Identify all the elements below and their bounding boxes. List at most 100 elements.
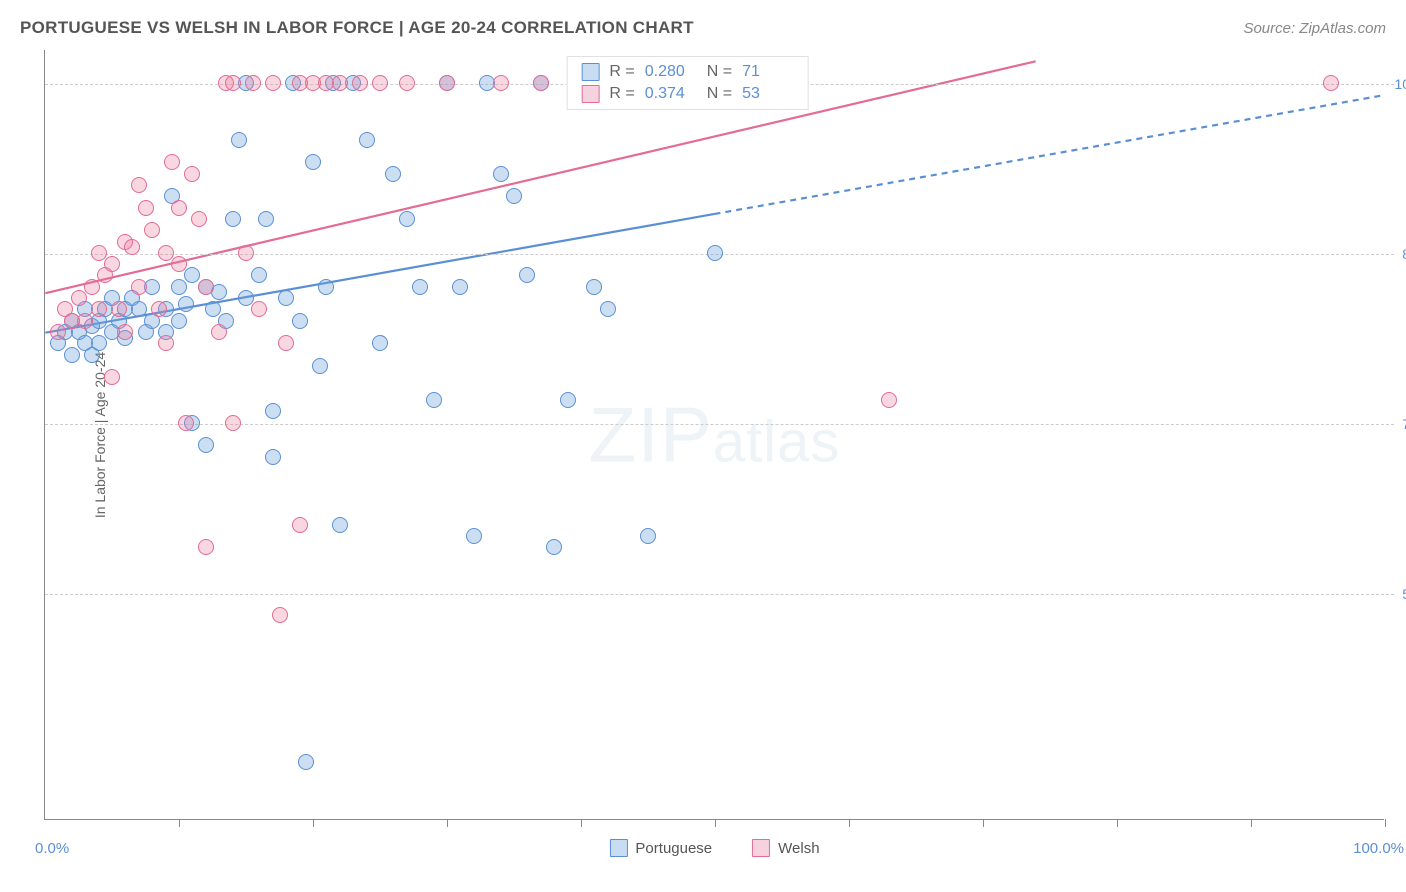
scatter-point xyxy=(359,132,375,148)
scatter-point xyxy=(251,301,267,317)
scatter-point xyxy=(600,301,616,317)
y-tick-label: 85.0% xyxy=(1402,246,1406,262)
stats-legend: R = 0.280 N = 71 R = 0.374 N = 53 xyxy=(566,56,809,110)
swatch-welsh xyxy=(752,839,770,857)
scatter-point xyxy=(191,211,207,227)
n-label: N = xyxy=(707,85,732,103)
scatter-point xyxy=(131,177,147,193)
scatter-point xyxy=(372,75,388,91)
swatch-portuguese xyxy=(581,63,599,81)
scatter-point xyxy=(1323,75,1339,91)
scatter-point xyxy=(91,245,107,261)
scatter-point xyxy=(50,324,66,340)
scatter-point xyxy=(533,75,549,91)
x-tick xyxy=(447,819,448,827)
scatter-point xyxy=(171,313,187,329)
scatter-point xyxy=(238,290,254,306)
scatter-point xyxy=(225,211,241,227)
scatter-point xyxy=(352,75,368,91)
scatter-point xyxy=(399,75,415,91)
scatter-point xyxy=(881,392,897,408)
scatter-point xyxy=(372,335,388,351)
scatter-point xyxy=(251,267,267,283)
scatter-point xyxy=(265,403,281,419)
scatter-point xyxy=(238,245,254,261)
scatter-point xyxy=(231,132,247,148)
x-tick xyxy=(983,819,984,827)
scatter-point xyxy=(292,517,308,533)
legend-item-portuguese: Portuguese xyxy=(609,839,712,857)
x-tick xyxy=(179,819,180,827)
x-tick xyxy=(313,819,314,827)
scatter-point xyxy=(171,200,187,216)
x-tick xyxy=(1251,819,1252,827)
scatter-point xyxy=(124,239,140,255)
swatch-welsh xyxy=(581,85,599,103)
scatter-point xyxy=(164,154,180,170)
source-attribution: Source: ZipAtlas.com xyxy=(1243,20,1386,37)
scatter-point xyxy=(178,415,194,431)
scatter-point xyxy=(77,313,93,329)
scatter-point xyxy=(178,296,194,312)
scatter-point xyxy=(158,245,174,261)
scatter-point xyxy=(131,279,147,295)
scatter-point xyxy=(519,267,535,283)
x-tick xyxy=(849,819,850,827)
scatter-point xyxy=(91,335,107,351)
scatter-point xyxy=(707,245,723,261)
scatter-point xyxy=(225,75,241,91)
legend-item-welsh: Welsh xyxy=(752,839,819,857)
scatter-point xyxy=(506,188,522,204)
scatter-point xyxy=(198,279,214,295)
scatter-point xyxy=(64,347,80,363)
scatter-point xyxy=(171,279,187,295)
scatter-point xyxy=(225,415,241,431)
x-tick xyxy=(715,819,716,827)
scatter-point xyxy=(184,267,200,283)
scatter-point xyxy=(144,222,160,238)
scatter-point xyxy=(586,279,602,295)
stats-row-welsh: R = 0.374 N = 53 xyxy=(581,83,794,105)
r-value-welsh: 0.374 xyxy=(645,85,697,103)
scatter-point xyxy=(265,449,281,465)
scatter-point xyxy=(466,528,482,544)
x-axis-max-label: 100.0% xyxy=(1353,840,1404,857)
r-label: R = xyxy=(609,85,634,103)
x-axis-min-label: 0.0% xyxy=(35,840,69,857)
scatter-point xyxy=(546,539,562,555)
scatter-point xyxy=(640,528,656,544)
y-tick-label: 100.0% xyxy=(1395,76,1406,92)
scatter-point xyxy=(71,290,87,306)
scatter-point xyxy=(265,75,281,91)
page-title: PORTUGUESE VS WELSH IN LABOR FORCE | AGE… xyxy=(20,18,694,38)
x-tick xyxy=(1385,819,1386,827)
scatter-point xyxy=(332,75,348,91)
bottom-legend: Portuguese Welsh xyxy=(609,839,819,857)
y-tick-label: 55.0% xyxy=(1402,586,1406,602)
scatter-point xyxy=(138,200,154,216)
scatter-point xyxy=(493,166,509,182)
gridline xyxy=(45,424,1394,425)
r-value-portuguese: 0.280 xyxy=(645,63,697,81)
scatter-point xyxy=(385,166,401,182)
trendlines-svg xyxy=(45,50,1384,819)
swatch-portuguese xyxy=(609,839,627,857)
r-label: R = xyxy=(609,63,634,81)
scatter-point xyxy=(245,75,261,91)
legend-label-portuguese: Portuguese xyxy=(635,840,712,857)
scatter-point xyxy=(412,279,428,295)
scatter-point xyxy=(158,335,174,351)
scatter-point xyxy=(258,211,274,227)
scatter-point xyxy=(84,279,100,295)
scatter-point xyxy=(318,279,334,295)
n-label: N = xyxy=(707,63,732,81)
scatter-point xyxy=(151,301,167,317)
scatter-point xyxy=(111,301,127,317)
scatter-point xyxy=(104,256,120,272)
scatter-point xyxy=(312,358,328,374)
scatter-point xyxy=(399,211,415,227)
stats-row-portuguese: R = 0.280 N = 71 xyxy=(581,61,794,83)
scatter-point xyxy=(171,256,187,272)
x-tick xyxy=(1117,819,1118,827)
legend-label-welsh: Welsh xyxy=(778,840,819,857)
